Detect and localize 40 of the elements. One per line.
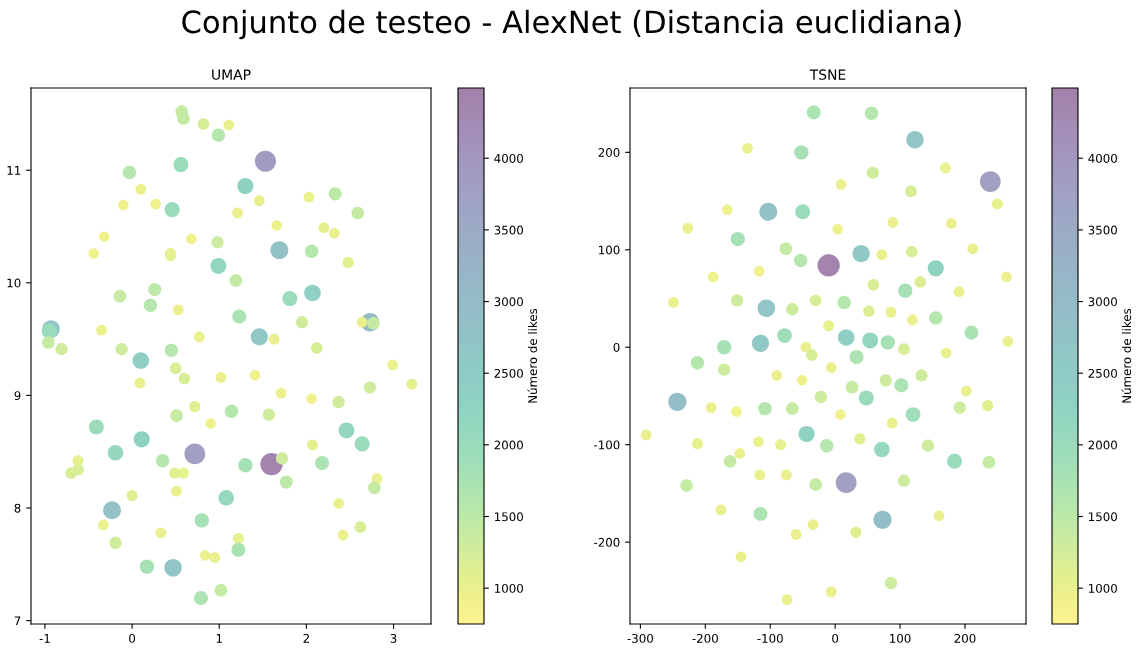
y-tick-label: -200 [594,537,620,547]
x-tick-label: 0 [129,633,136,643]
x-tick-label: -300 [627,633,653,643]
color-bar-label: 2000 [494,440,523,450]
y-tick-label: -100 [594,440,620,450]
x-tick-label: 100 [890,633,911,643]
color-bar-label: 4000 [1088,153,1117,163]
text: Conjunto de testeo - AlexNet (Distancia euclidiana) [182,9,961,40]
y-tick-label: 10 [7,278,21,288]
color-bar-title: Número de likes [1121,308,1132,403]
x-tick-label: 0 [832,633,839,643]
x-tick-label: 1 [216,634,222,643]
color-bar-label: 4000 [494,153,523,163]
x-tick-label: -1 [39,634,50,643]
x-tick-label: -200 [692,633,718,643]
x-tick-label: 200 [954,633,976,643]
x-tick-label: -100 [757,633,783,643]
color-bar-label: 2500 [1088,368,1117,378]
color-bar-label: 1500 [1089,512,1117,522]
y-tick-label: 11 [7,166,21,175]
y-tick-label: 7 [14,616,21,626]
color-bar-label: 2000 [1088,440,1117,450]
color-bar-label: 1000 [495,583,523,593]
y-tick-label: 9 [14,391,21,401]
y-tick-label: 100 [599,245,620,255]
chart-title: TSNE [809,69,846,80]
color-bar-label: 3500 [494,225,523,235]
y-tick-label: 8 [14,503,21,513]
color-bar-label: 3000 [494,297,523,307]
color-bar-title: Número de likes [527,308,538,403]
color-bar-label: 1500 [495,512,523,522]
color-bar-label: 3500 [1088,225,1117,235]
color-bar-label: 3000 [1088,297,1117,307]
color-bar-label: 2500 [494,368,523,378]
y-tick-label: 0 [613,342,620,352]
chart-title: UMAP [212,69,251,80]
x-tick-label: 2 [303,633,309,643]
y-tick-label: 200 [598,148,620,157]
x-tick-label: 3 [390,633,397,643]
color-bar-label: 1000 [1089,583,1117,593]
